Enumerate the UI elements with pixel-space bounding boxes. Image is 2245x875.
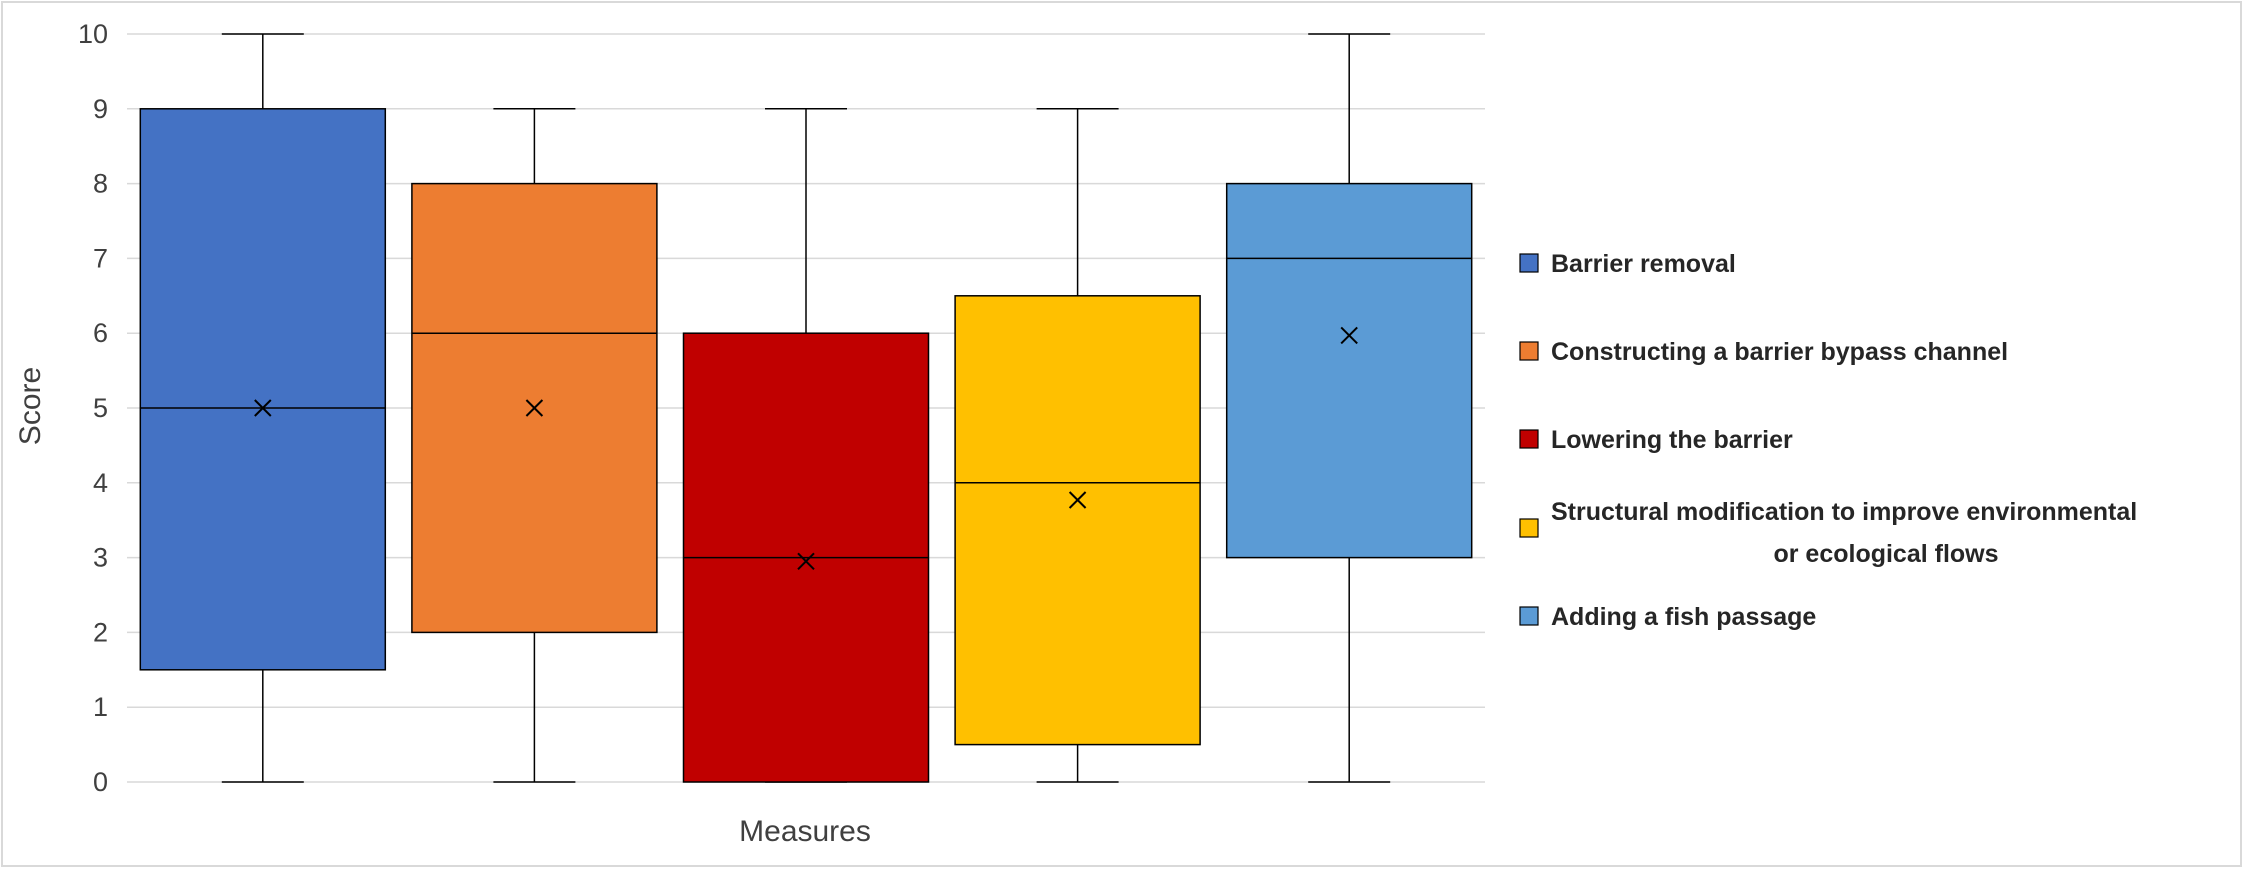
legend-label: Barrier removal	[1551, 250, 1736, 278]
box-1	[139, 33, 387, 783]
mean-marker-stroke	[525, 399, 544, 417]
y-tick-label: 5	[93, 393, 108, 423]
mean-marker-stroke	[254, 399, 272, 417]
box-3	[682, 108, 930, 783]
mean-marker	[797, 552, 815, 571]
legend-item-1: Barrier removal	[1519, 250, 1736, 278]
y-tick-label: 1	[93, 692, 108, 722]
legend-label: Lowering the barrier	[1551, 426, 1793, 454]
mean-marker	[254, 399, 272, 417]
x-axis-title: Measures	[739, 815, 871, 848]
legend-label: Structural modification to improve envir…	[1551, 498, 2137, 526]
y-tick-label: 0	[93, 767, 108, 797]
mean-marker-stroke	[1068, 491, 1087, 509]
mean-marker	[1068, 491, 1087, 509]
iqr-box	[139, 108, 387, 671]
mean-marker-stroke	[1340, 326, 1358, 345]
y-tick-label: 7	[93, 243, 108, 273]
mean-marker	[525, 399, 544, 417]
legend-swatch	[1519, 606, 1539, 626]
legend-item-2: Constructing a barrier bypass channel	[1519, 338, 2008, 366]
y-axis-ticks: 0 1 2 3 4 5 6 7 8 9 10	[78, 19, 108, 797]
legend-swatch	[1519, 429, 1539, 449]
y-tick-label: 10	[78, 19, 108, 49]
box-2	[411, 108, 658, 783]
box-4	[954, 108, 1201, 783]
legend-swatch	[1519, 253, 1539, 273]
boxes	[139, 33, 1473, 783]
y-tick-label: 8	[93, 169, 108, 199]
y-axis-title: Score	[14, 367, 47, 445]
legend-label: Constructing a barrier bypass channel	[1551, 338, 2008, 366]
iqr-box	[1225, 182, 1473, 559]
y-tick-label: 6	[93, 318, 108, 348]
legend-swatch	[1519, 341, 1539, 361]
legend-item-4: Structural modification to improve envir…	[1519, 498, 2137, 568]
legend-label: or ecological flows	[1773, 540, 1998, 568]
legend-item-3: Lowering the barrier	[1519, 426, 1793, 454]
mean-marker-stroke	[797, 552, 815, 571]
iqr-box	[954, 295, 1201, 746]
mean-marker	[1340, 326, 1358, 345]
legend-label: Adding a fish passage	[1551, 603, 1816, 631]
y-tick-label: 9	[93, 94, 108, 124]
y-tick-label: 3	[93, 543, 108, 573]
box-5	[1225, 33, 1473, 783]
legend-item-5: Adding a fish passage	[1519, 603, 1816, 631]
y-tick-label: 4	[93, 468, 108, 498]
legend: Barrier removal Constructing a barrier by…	[1519, 250, 2137, 631]
legend-swatch	[1519, 518, 1539, 538]
y-tick-label: 2	[93, 617, 108, 647]
